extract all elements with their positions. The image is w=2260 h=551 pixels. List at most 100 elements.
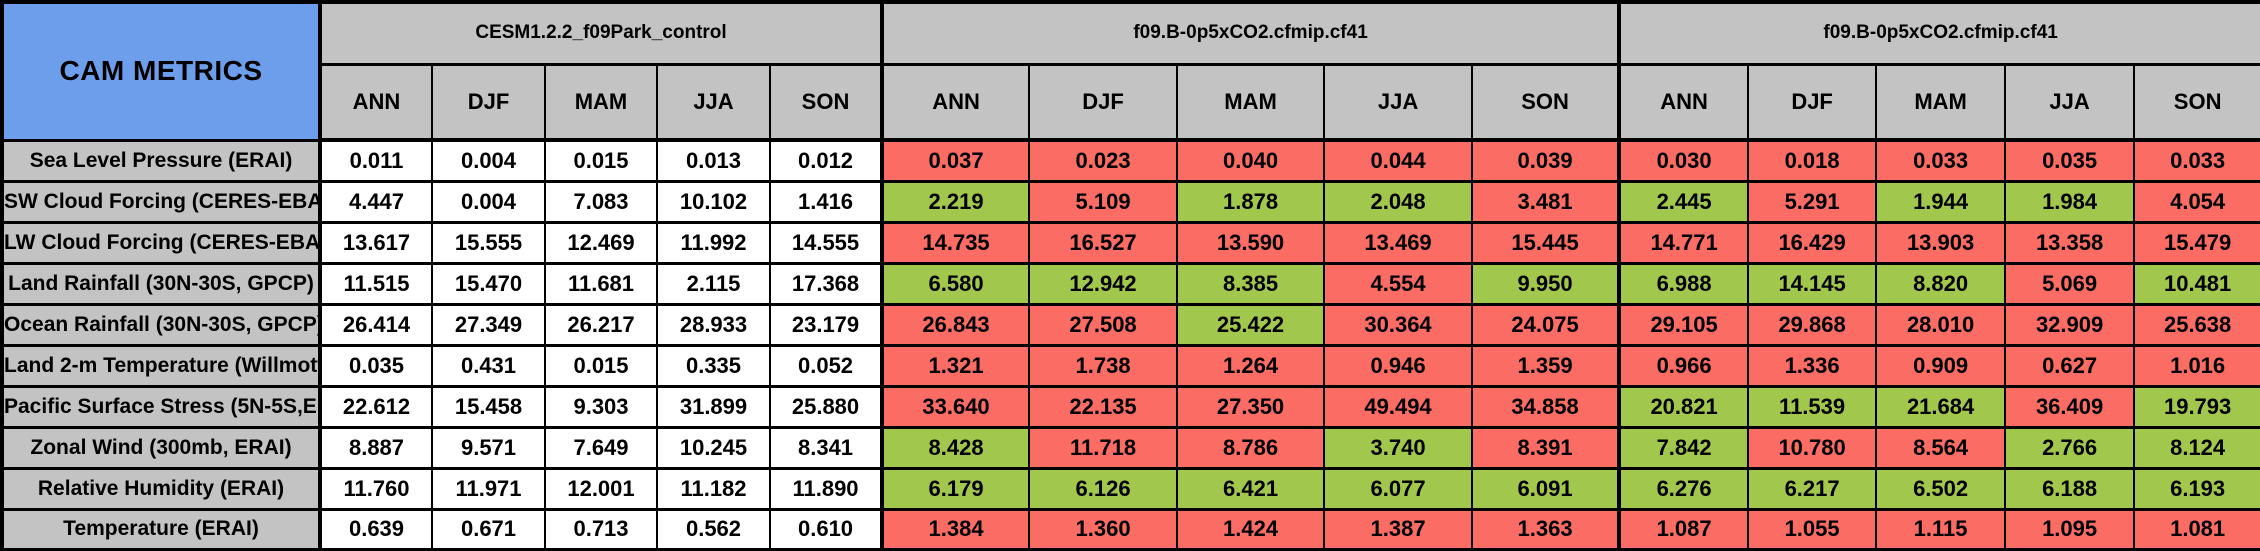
metric-cell: 16.527 [1028,220,1179,265]
metric-cell: 0.037 [880,138,1031,183]
metric-cell: 1.359 [1471,343,1621,388]
metric-cell: 0.004 [431,138,546,183]
metric-cell: 15.470 [431,261,546,306]
metric-cell: 8.887 [318,425,433,470]
metric-cell: 6.217 [1747,466,1878,511]
metric-cell: 8.341 [768,425,884,470]
metric-cell: 0.671 [431,507,546,551]
season-header: MAM [1875,62,2007,142]
metric-cell: 28.010 [1875,302,2007,347]
metric-cell: 1.384 [880,507,1031,551]
metric-cell: 5.069 [2004,261,2136,306]
metric-cell: 0.018 [1747,138,1878,183]
metric-cell: 4.447 [318,179,433,224]
metric-cell: 6.126 [1028,466,1179,511]
metric-cell: 29.868 [1747,302,1878,347]
metric-cell: 1.944 [1875,179,2007,224]
metric-cell: 25.422 [1176,302,1326,347]
metric-cell: 1.878 [1176,179,1326,224]
metric-cell: 25.880 [768,384,884,429]
metric-cell: 0.562 [656,507,771,551]
row-label: Relative Humidity (ERAI) [1,466,322,511]
row-label: SW Cloud Forcing (CERES-EBAF) [1,179,322,224]
metric-cell: 13.617 [318,220,433,265]
metric-cell: 6.091 [1471,466,1621,511]
metric-cell: 8.385 [1176,261,1326,306]
metric-cell: 19.793 [2133,384,2260,429]
metric-cell: 14.555 [768,220,884,265]
table-row: Sea Level Pressure (ERAI) 0.011 0.004 0.015… [1,138,2260,183]
metric-cell: 0.052 [768,343,884,388]
season-header: ANN [1617,62,1750,142]
metric-cell: 0.039 [1471,138,1621,183]
metric-cell: 6.988 [1617,261,1750,306]
metric-cell: 33.640 [880,384,1031,429]
metric-cell: 26.414 [318,302,433,347]
metric-cell: 2.219 [880,179,1031,224]
metric-cell: 25.638 [2133,302,2260,347]
metric-cell: 4.554 [1323,261,1474,306]
season-header: SON [1471,62,1621,142]
metric-cell: 7.083 [544,179,658,224]
metric-cell: 0.713 [544,507,658,551]
season-header: JJA [1323,62,1474,142]
metric-cell: 1.416 [768,179,884,224]
metric-cell: 2.048 [1323,179,1474,224]
row-label: Sea Level Pressure (ERAI) [1,138,322,183]
metric-cell: 0.035 [2004,138,2136,183]
metric-cell: 8.391 [1471,425,1621,470]
metric-cell: 11.182 [656,466,771,511]
metric-cell: 0.610 [768,507,884,551]
metric-cell: 15.445 [1471,220,1621,265]
metric-cell: 1.738 [1028,343,1179,388]
metric-cell: 4.054 [2133,179,2260,224]
season-header: DJF [1028,62,1179,142]
metric-cell: 13.469 [1323,220,1474,265]
metric-cell: 27.508 [1028,302,1179,347]
metric-cell: 7.649 [544,425,658,470]
metric-cell: 14.145 [1747,261,1878,306]
metric-cell: 6.421 [1176,466,1326,511]
season-header: SON [2133,62,2260,142]
metric-cell: 9.571 [431,425,546,470]
metric-cell: 0.015 [544,138,658,183]
metric-cell: 22.135 [1028,384,1179,429]
metric-cell: 15.555 [431,220,546,265]
table-row: Relative Humidity (ERAI) 11.760 11.971 12.0… [1,466,2260,511]
table-row: Land 2-m Temperature (Willmott) 0.035 0.43… [1,343,2260,388]
metric-cell: 6.193 [2133,466,2260,511]
metric-cell: 10.780 [1747,425,1878,470]
table-row: LW Cloud Forcing (CERES-EBAF) 13.617 15.55… [1,220,2260,265]
metric-cell: 0.040 [1176,138,1326,183]
metric-cell: 0.004 [431,179,546,224]
metric-cell: 49.494 [1323,384,1474,429]
group-header-experiment-2: f09.B-0p5xCO2.cfmip.cf41 [1617,0,2260,66]
metric-cell: 2.766 [2004,425,2136,470]
metric-cell: 0.013 [656,138,771,183]
season-header: DJF [431,62,546,142]
metric-cell: 17.368 [768,261,884,306]
metric-cell: 1.115 [1875,507,2007,551]
metric-cell: 30.364 [1323,302,1474,347]
metric-cell: 22.612 [318,384,433,429]
metric-cell: 6.179 [880,466,1031,511]
row-label: LW Cloud Forcing (CERES-EBAF) [1,220,322,265]
season-header-row: ANN DJF MAM JJA SON ANN DJF MAM JJA SON ANN DJF MAM J… [2,62,2260,142]
metric-cell: 31.899 [656,384,771,429]
metric-cell: 15.479 [2133,220,2260,265]
metric-cell: 11.760 [318,466,433,511]
metric-cell: 5.291 [1747,179,1878,224]
table-row: Ocean Rainfall (30N-30S, GPCP) 26.414 27.3… [1,302,2260,347]
metric-cell: 0.033 [1875,138,2007,183]
metric-cell: 2.445 [1617,179,1750,224]
metric-cell: 3.481 [1471,179,1621,224]
row-label: Land Rainfall (30N-30S, GPCP) [1,261,322,306]
row-label: Temperature (ERAI) [1,507,322,551]
table-row: Land Rainfall (30N-30S, GPCP) 11.515 15.47… [1,261,2260,306]
metric-cell: 1.424 [1176,507,1326,551]
metric-cell: 8.428 [880,425,1031,470]
metric-cell: 8.820 [1875,261,2007,306]
metric-cell: 0.033 [2133,138,2260,183]
metric-cell: 1.360 [1028,507,1179,551]
